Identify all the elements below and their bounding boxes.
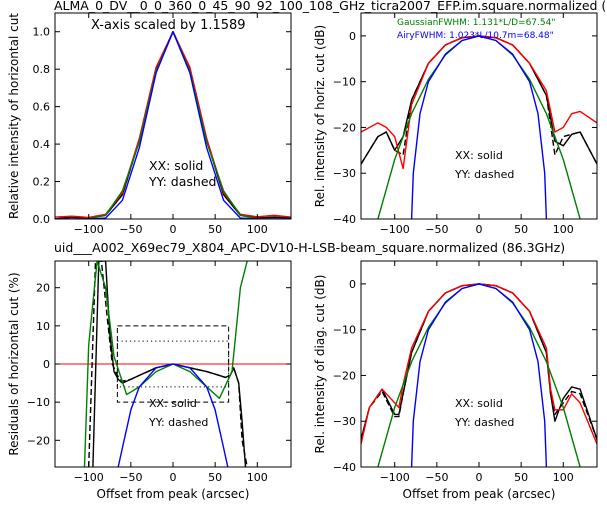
x-tick-label: −50 bbox=[425, 223, 448, 236]
x-axis-label: Offset from peak (arcsec) bbox=[97, 487, 250, 501]
legend-note-yy: YY: dashed bbox=[454, 168, 514, 181]
axes-frame bbox=[360, 12, 598, 220]
y-tick-label: 0 bbox=[43, 358, 50, 371]
y-axis-label: Relative intensity of horizontal cut bbox=[7, 13, 21, 219]
y-tick-label: 0.4 bbox=[33, 138, 51, 151]
y-tick-label: 0.2 bbox=[33, 176, 51, 189]
series-line-4 bbox=[410, 283, 548, 467]
plot-area bbox=[55, 261, 291, 467]
axes-frame bbox=[360, 260, 598, 468]
y-tick-label: 0.0 bbox=[33, 213, 51, 226]
y-tick-label: 10 bbox=[36, 320, 50, 333]
x-tick-label: 50 bbox=[208, 223, 222, 236]
y-tick-label: 0.6 bbox=[33, 101, 51, 114]
x-tick-label: −100 bbox=[74, 223, 104, 236]
x-tick-label: 0 bbox=[476, 223, 483, 236]
legend-note-xx: XX: solid bbox=[149, 158, 203, 173]
series-line-3 bbox=[117, 363, 229, 467]
y-tick-label: −20 bbox=[27, 434, 50, 447]
legend-note-yy: YY: dashed bbox=[148, 416, 208, 429]
plot-area bbox=[361, 283, 597, 467]
series-line-1 bbox=[55, 31, 291, 219]
series-line-0 bbox=[55, 31, 291, 219]
y-tick-label: −30 bbox=[333, 415, 356, 428]
x-tick-label: 0 bbox=[476, 471, 483, 484]
plot-area bbox=[55, 31, 291, 219]
x-tick-label: 100 bbox=[553, 223, 574, 236]
scale-note: X-axis scaled by 1.1589 bbox=[91, 18, 246, 33]
y-tick-label: −10 bbox=[333, 324, 356, 337]
y-tick-label: −10 bbox=[333, 76, 356, 89]
y-tick-label: 20 bbox=[36, 282, 50, 295]
y-tick-label: 0 bbox=[349, 30, 356, 43]
series-line-3 bbox=[55, 31, 291, 219]
tolerance-box-dotted bbox=[116, 340, 230, 388]
airy-fwhm-note: AiryFWHM: 1.023*L/10.7m=68.48" bbox=[397, 31, 554, 41]
x-tick-label: 50 bbox=[514, 223, 528, 236]
series-line-4 bbox=[410, 35, 548, 219]
y-tick-label: 0 bbox=[349, 278, 356, 291]
series-line-3 bbox=[376, 283, 582, 467]
y-tick-label: −10 bbox=[27, 396, 50, 409]
y-tick-label: −40 bbox=[333, 461, 356, 474]
y-tick-label: 1.0 bbox=[33, 26, 51, 39]
x-axis-label: Offset from peak (arcsec) bbox=[403, 487, 556, 501]
legend-note-yy: YY: dashed bbox=[148, 174, 216, 189]
x-tick-label: −100 bbox=[380, 223, 410, 236]
y-tick-label: −40 bbox=[333, 213, 356, 226]
x-tick-label: −100 bbox=[380, 471, 410, 484]
legend-note-xx: XX: solid bbox=[149, 397, 197, 410]
plot-area bbox=[361, 35, 597, 219]
series-line-2 bbox=[55, 31, 291, 219]
y-tick-label: −20 bbox=[333, 369, 356, 382]
gaussian-fwhm-note: GaussianFWHM: 1.131*L/D=67.54" bbox=[397, 18, 555, 28]
x-tick-label: 100 bbox=[553, 471, 574, 484]
series-line-3 bbox=[376, 35, 582, 219]
y-tick-label: −30 bbox=[333, 167, 356, 180]
tolerance-box-dashed bbox=[116, 325, 230, 403]
x-tick-label: −100 bbox=[74, 471, 104, 484]
legend-note-xx: XX: solid bbox=[455, 149, 503, 162]
figure-top-title: ALMA_0_DV__0_0_360_0_45_90_92_100_108_GH… bbox=[54, 0, 606, 13]
x-tick-label: 50 bbox=[514, 471, 528, 484]
y-tick-label: 0.8 bbox=[33, 63, 51, 76]
y-tick-label: −20 bbox=[333, 121, 356, 134]
series-line-2 bbox=[83, 261, 248, 467]
x-tick-label: 100 bbox=[247, 471, 268, 484]
x-tick-label: −50 bbox=[119, 223, 142, 236]
legend-note-xx: XX: solid bbox=[455, 397, 503, 410]
legend-note-yy: YY: dashed bbox=[454, 416, 514, 429]
y-axis-label: Rel. intensity of diag. cut (dB) bbox=[313, 275, 327, 454]
y-axis-label: Residuals of horizontal cut (%) bbox=[7, 272, 21, 455]
panel-top-left: −100 −50 0 50 100 0.0 0.2 0.4 0.6 0.8 1.0 Relative … bbox=[7, 12, 292, 236]
figure-mid-title: uid___A002_X69ec79_X804_APC-DV10-H-LSB-b… bbox=[54, 240, 565, 255]
y-axis-label: Rel. intensity of horiz. cut (dB) bbox=[313, 25, 327, 207]
series-line-4 bbox=[55, 31, 291, 219]
x-tick-label: −50 bbox=[425, 471, 448, 484]
x-tick-label: 50 bbox=[208, 471, 222, 484]
x-tick-label: 100 bbox=[247, 223, 268, 236]
x-tick-label: 0 bbox=[170, 471, 177, 484]
x-tick-label: −50 bbox=[119, 471, 142, 484]
x-tick-label: 0 bbox=[170, 223, 177, 236]
